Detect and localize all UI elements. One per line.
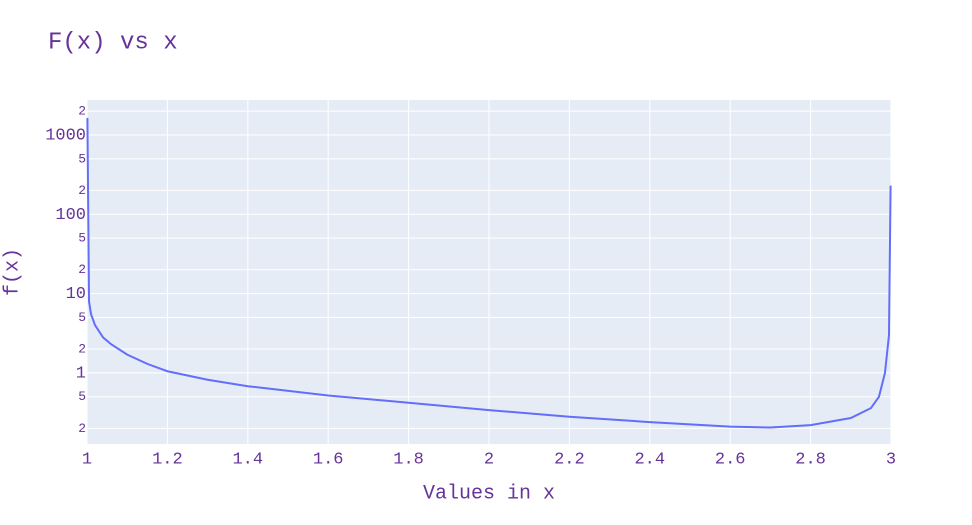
- x-tick-label: 1.6: [313, 450, 344, 469]
- y-tick-label: 2: [78, 421, 86, 436]
- x-tick-label: 2: [484, 450, 494, 469]
- y-tick-label: 5: [78, 231, 86, 246]
- x-tick-label: 1.4: [232, 450, 263, 469]
- y-tick-label: 10: [66, 285, 86, 304]
- y-tick-label: 2: [78, 341, 86, 356]
- chart-title: F(x) vs x: [48, 29, 178, 56]
- x-tick-label: 2.8: [795, 450, 826, 469]
- y-tick-label: 1000: [45, 126, 86, 145]
- x-tick-label: 1: [82, 450, 92, 469]
- x-tick-label: 1.8: [393, 450, 424, 469]
- x-tick-label: 2.4: [634, 450, 665, 469]
- y-tick-label: 2: [78, 104, 86, 119]
- y-tick-label: 5: [78, 310, 86, 325]
- x-tick-label: 3: [886, 450, 896, 469]
- x-tick-label: 2.6: [715, 450, 746, 469]
- y-tick-label: 5: [78, 151, 86, 166]
- x-tick-label: 1.2: [152, 450, 183, 469]
- y-tick-label: 2: [78, 262, 86, 277]
- line-series: [86, 117, 892, 429]
- y-tick-label: 2: [78, 183, 86, 198]
- y-axis-label: f(x): [1, 248, 24, 296]
- y-tick-label: 100: [55, 206, 86, 225]
- y-tick-label: 1: [76, 364, 86, 383]
- x-axis-label: Values in x: [423, 482, 555, 505]
- x-tick-label: 2.2: [554, 450, 585, 469]
- y-tick-label: 5: [78, 389, 86, 404]
